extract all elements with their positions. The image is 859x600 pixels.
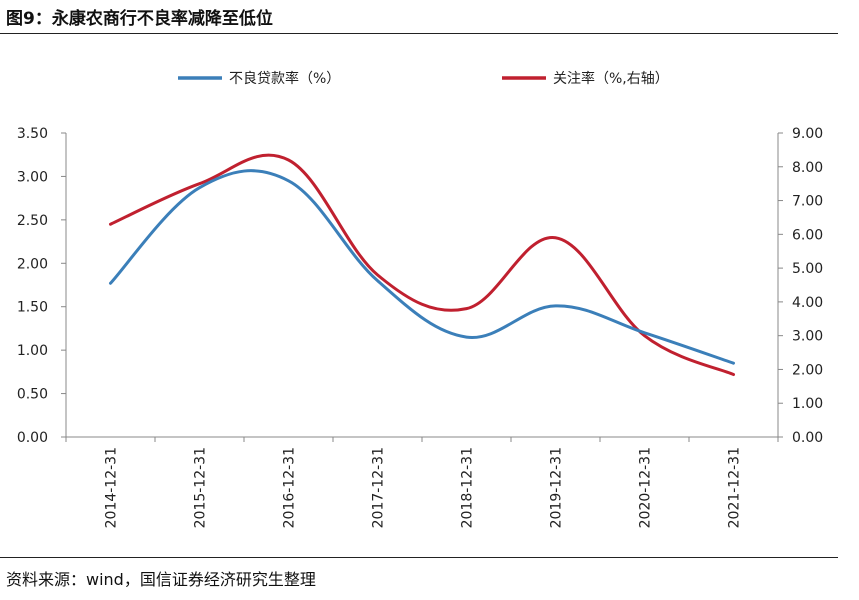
chart: 不良贷款率（%） 关注率（%,右轴） 0.00 0.50 1.00 1.50 2.00 2.… [17,70,823,528]
y-left-tick-label: 2.50 [17,213,48,229]
data-point-attention-rate [554,236,557,239]
x-tick-label: 2018-12-31 [460,447,476,528]
y-right-tick-label: 6.00 [792,227,823,243]
x-tick-label: 2017-12-31 [371,447,387,528]
data-point-npl-rate [376,279,379,282]
y-right-tick-label: 3.00 [792,329,823,345]
y-right-tick-label: 5.00 [792,261,823,277]
x-tick-label: 2015-12-31 [193,447,209,528]
data-point-npl-rate [732,362,735,364]
axes: 0.00 0.50 1.00 1.50 2.00 2.50 3.00 3.50 0.00 1.00… [17,126,823,528]
data-point-attention-rate [465,307,468,310]
y-right-tick-label: 8.00 [792,160,823,176]
y-left-tick-label: 0.50 [17,387,48,403]
bottom-rule [0,557,838,558]
top-rule [0,33,838,34]
data-point-attention-rate [198,182,201,185]
data-point-npl-rate [554,305,557,307]
data-point-attention-rate [732,373,735,376]
y-left-tick-label: 3.00 [17,169,48,185]
y-right-tick-label: 0.00 [792,430,823,446]
x-tick-label: 2021-12-31 [727,447,743,528]
x-tick-label: 2019-12-31 [549,447,565,528]
y-left-tick-label: 1.00 [17,343,48,359]
data-point-npl-rate [465,336,468,338]
data-point-npl-rate [109,282,112,285]
legend-label: 关注率（%,右轴） [553,70,669,87]
data-point-attention-rate [643,334,646,337]
series-line-npl-rate [109,169,735,365]
data-point-attention-rate [109,223,112,225]
legend-item-attention-rate: 关注率（%,右轴） [502,70,669,87]
y-left-tick-label: 0.00 [17,430,48,446]
y-right-tick-label: 2.00 [792,362,823,378]
x-tick-label: 2020-12-31 [638,447,654,528]
legend: 不良贷款率（%） 关注率（%,右轴） [178,70,669,87]
y-right-tick-label: 1.00 [792,396,823,412]
legend-item-npl-rate: 不良贷款率（%） [178,70,340,87]
y-left-tick-label: 1.50 [17,300,48,316]
x-tick-label: 2014-12-31 [104,447,120,528]
y-right-tick-label: 4.00 [792,295,823,311]
y-right-tick-label: 7.00 [792,194,823,210]
data-point-attention-rate [376,274,379,276]
legend-label: 不良贷款率（%） [229,70,340,87]
y-left-tick-label: 2.00 [17,256,48,272]
source-note: 资料来源：wind，国信证券经济研究生整理 [6,570,316,589]
data-point-npl-rate [643,331,646,334]
data-point-npl-rate [287,179,290,182]
data-point-npl-rate [198,186,201,189]
data-point-attention-rate [287,159,290,161]
figure-title: 图9：永康农商行不良率减降至低位 [6,9,273,29]
series-layer [109,153,735,377]
series-line-attention-rate [109,153,735,377]
x-tick-label: 2016-12-31 [282,447,298,528]
y-left-tick-label: 3.50 [17,126,48,142]
y-right-tick-label: 9.00 [792,126,823,142]
